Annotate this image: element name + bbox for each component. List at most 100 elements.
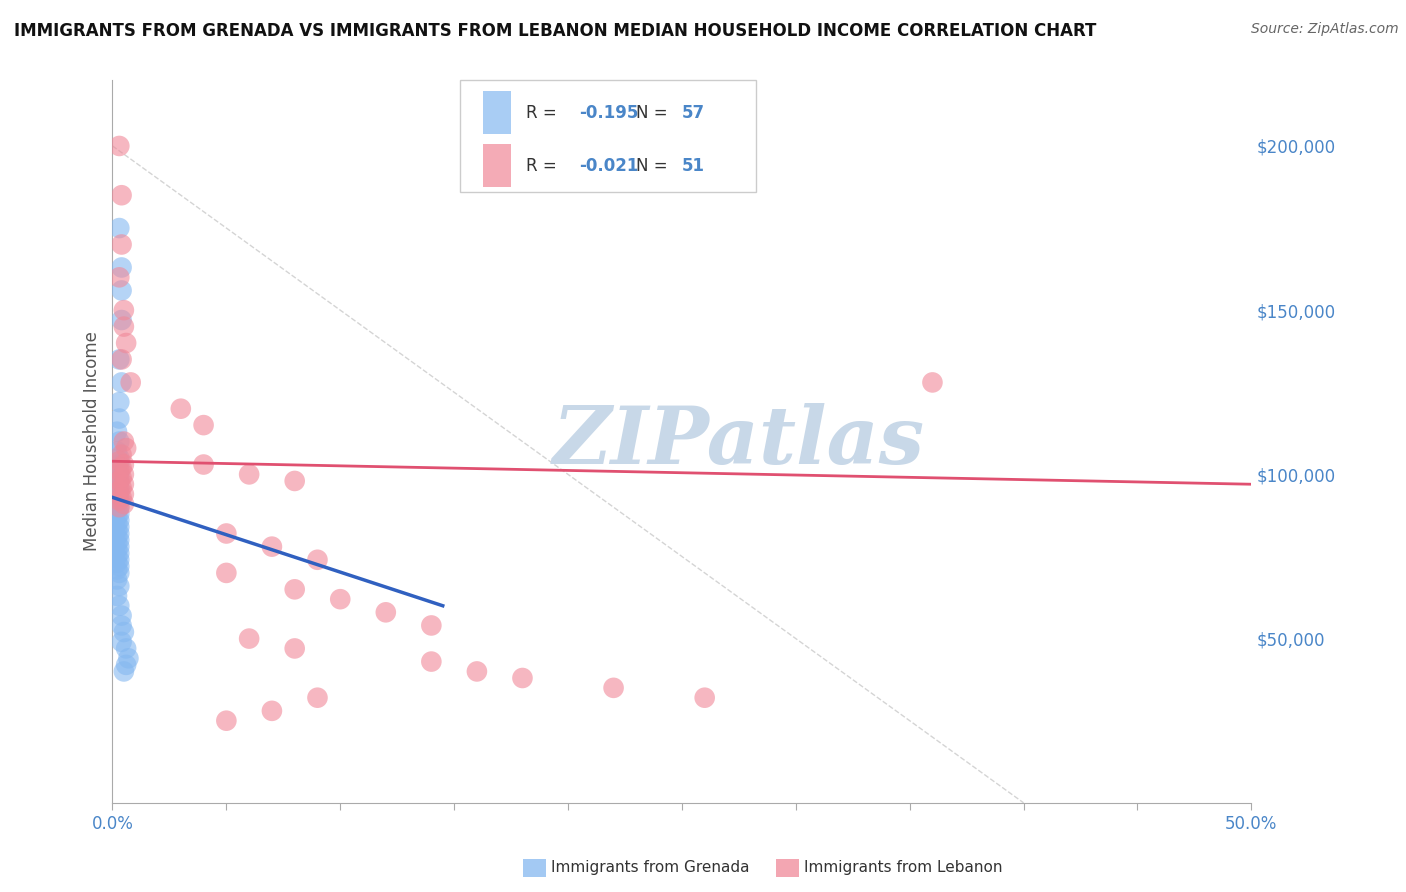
Point <box>112 665 135 679</box>
Point <box>108 450 131 465</box>
Point <box>105 563 128 577</box>
Point <box>260 704 283 718</box>
Point <box>105 471 128 485</box>
Point <box>108 513 131 527</box>
Point <box>260 540 283 554</box>
Point <box>105 573 128 587</box>
Point <box>120 376 142 390</box>
Point <box>110 491 132 505</box>
Point <box>105 491 128 505</box>
Point <box>108 579 131 593</box>
Point <box>105 503 128 517</box>
Text: R =: R = <box>526 156 562 175</box>
Point <box>512 671 534 685</box>
Point <box>108 352 131 367</box>
Point <box>284 641 307 656</box>
Point <box>112 434 135 449</box>
Point <box>105 556 128 570</box>
Point <box>112 477 135 491</box>
Point <box>112 497 135 511</box>
Point <box>110 471 132 485</box>
Text: Source: ZipAtlas.com: Source: ZipAtlas.com <box>1251 22 1399 37</box>
Point <box>112 625 135 640</box>
Point <box>117 651 139 665</box>
Point <box>110 481 132 495</box>
Point <box>105 589 128 603</box>
Point <box>105 549 128 564</box>
Point <box>108 474 131 488</box>
Point <box>110 237 132 252</box>
Point <box>110 460 132 475</box>
Point <box>108 566 131 580</box>
Point <box>108 500 131 515</box>
Text: Immigrants from Lebanon: Immigrants from Lebanon <box>804 861 1002 875</box>
FancyBboxPatch shape <box>482 91 512 135</box>
Point <box>108 520 131 534</box>
Y-axis label: Median Household Income: Median Household Income <box>83 332 101 551</box>
Point <box>110 188 132 202</box>
Point <box>602 681 624 695</box>
Text: R =: R = <box>526 103 562 122</box>
Point <box>108 474 131 488</box>
Text: Immigrants from Grenada: Immigrants from Grenada <box>551 861 749 875</box>
Point <box>105 425 128 439</box>
Point <box>110 284 132 298</box>
Point <box>193 418 215 433</box>
Point <box>115 441 138 455</box>
Point <box>112 319 135 334</box>
Point <box>238 467 260 482</box>
Point <box>108 467 131 482</box>
Point <box>170 401 193 416</box>
Point <box>108 533 131 547</box>
Point <box>110 376 132 390</box>
Point <box>110 635 132 649</box>
Point <box>108 221 131 235</box>
FancyBboxPatch shape <box>460 80 756 193</box>
Point <box>112 487 135 501</box>
Point <box>374 605 396 619</box>
Point <box>108 434 131 449</box>
Point <box>108 507 131 521</box>
Point <box>112 458 135 472</box>
Point <box>307 553 329 567</box>
Text: N =: N = <box>637 156 673 175</box>
Point <box>108 454 131 468</box>
Point <box>108 493 131 508</box>
Point <box>465 665 488 679</box>
Point <box>105 536 128 550</box>
Text: 57: 57 <box>682 103 704 122</box>
Point <box>105 477 128 491</box>
Point <box>112 467 135 482</box>
Point <box>193 458 215 472</box>
Point <box>105 516 128 531</box>
Point <box>238 632 260 646</box>
Point <box>108 559 131 574</box>
Point <box>921 376 943 390</box>
Point <box>420 655 443 669</box>
Point <box>105 483 128 498</box>
Point <box>105 530 128 544</box>
Point <box>420 618 443 632</box>
Text: ZIPatlas: ZIPatlas <box>553 403 925 480</box>
Point <box>105 510 128 524</box>
Point <box>108 553 131 567</box>
Point <box>115 657 138 672</box>
Point <box>108 500 131 515</box>
Point <box>108 487 131 501</box>
Point <box>108 481 131 495</box>
Point <box>105 497 128 511</box>
Text: -0.021: -0.021 <box>579 156 638 175</box>
Point <box>284 474 307 488</box>
Point <box>110 313 132 327</box>
Point <box>693 690 716 705</box>
Point <box>105 444 128 458</box>
FancyBboxPatch shape <box>482 144 512 187</box>
Point <box>112 303 135 318</box>
Point <box>108 395 131 409</box>
Point <box>329 592 352 607</box>
Point <box>115 641 138 656</box>
Point <box>110 618 132 632</box>
Point <box>110 352 132 367</box>
Text: 51: 51 <box>682 156 704 175</box>
Text: IMMIGRANTS FROM GRENADA VS IMMIGRANTS FROM LEBANON MEDIAN HOUSEHOLD INCOME CORRE: IMMIGRANTS FROM GRENADA VS IMMIGRANTS FR… <box>14 22 1097 40</box>
